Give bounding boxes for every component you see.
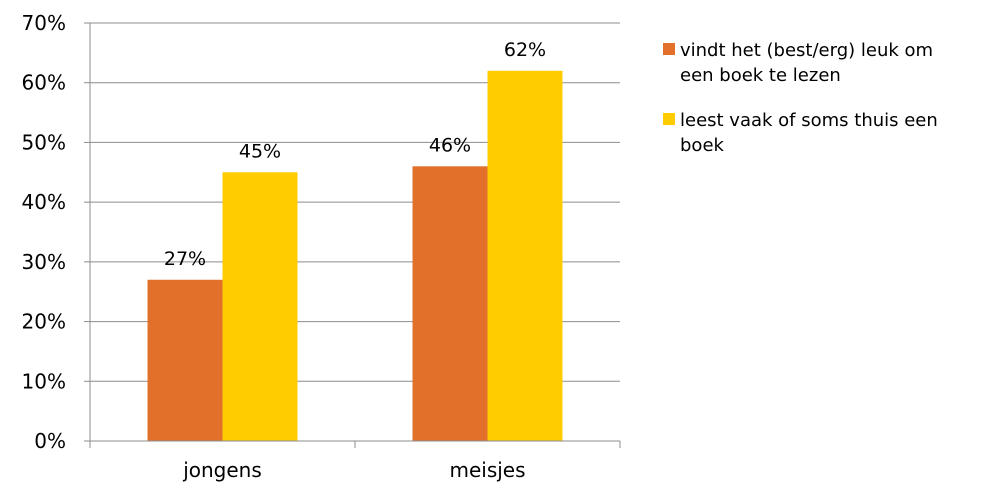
y-tick-label: 0% (34, 429, 66, 453)
legend-swatch (663, 43, 675, 55)
data-labels: 27% 45% 46% 62% (164, 39, 546, 270)
x-axis-category-labels: jongens meisjes (182, 458, 525, 482)
y-tick-label: 20% (22, 310, 66, 334)
legend: vindt het (best/erg) leuk om een boek te … (663, 40, 938, 156)
x-category-label: meisjes (449, 458, 525, 482)
bars (147, 70, 563, 442)
bar-1-1 (487, 70, 563, 442)
y-axis-tick-labels: 0% 10% 20% 30% 40% 50% 60% 70% (22, 11, 66, 453)
bar-1-0 (412, 166, 488, 442)
legend-label: boek (680, 135, 725, 156)
data-label: 27% (164, 248, 206, 270)
legend-label: een boek te lezen (680, 65, 841, 86)
data-label: 46% (429, 134, 471, 156)
data-label: 45% (239, 140, 281, 162)
legend-label: vindt het (best/erg) leuk om (680, 40, 933, 61)
y-tick-label: 70% (22, 11, 66, 35)
bar-0-0 (147, 279, 223, 441)
data-label: 62% (504, 39, 546, 61)
bar-0-1 (222, 172, 298, 442)
legend-swatch (663, 113, 675, 125)
legend-label: leest vaak of soms thuis een (680, 110, 938, 131)
y-tick-label: 40% (22, 190, 66, 214)
x-category-label: jongens (182, 458, 262, 482)
y-tick-label: 30% (22, 250, 66, 274)
y-tick-label: 60% (22, 71, 66, 95)
axes (84, 22, 621, 448)
y-tick-label: 50% (22, 130, 66, 154)
y-tick-label: 10% (22, 369, 66, 393)
